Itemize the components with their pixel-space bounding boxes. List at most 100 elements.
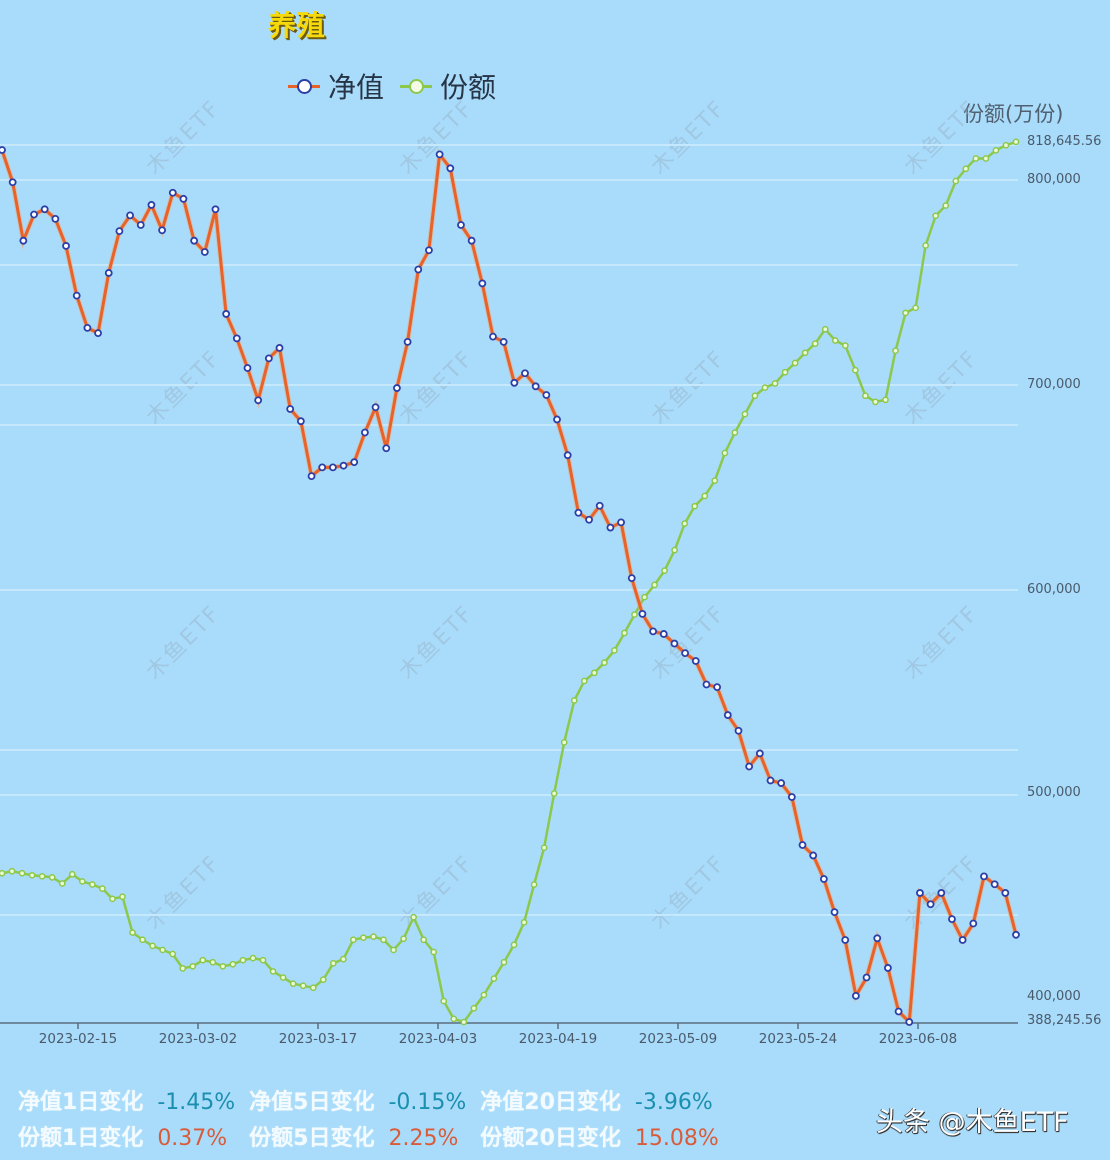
share-data-point[interactable] — [299, 982, 307, 990]
share-data-point[interactable] — [199, 956, 207, 964]
net-value-data-point[interactable] — [51, 214, 60, 223]
share-data-point[interactable] — [390, 946, 397, 954]
share-data-point[interactable] — [972, 155, 980, 162]
share-data-point[interactable] — [882, 396, 889, 404]
net-value-data-point[interactable] — [531, 382, 540, 391]
net-value-data-point[interactable] — [136, 221, 145, 229]
net-value-data-point[interactable] — [403, 337, 412, 346]
share-data-point[interactable] — [922, 242, 929, 249]
net-value-data-point[interactable] — [990, 880, 999, 889]
share-data-point[interactable] — [189, 962, 197, 970]
net-value-data-point[interactable] — [787, 793, 796, 801]
share-data-point[interactable] — [661, 567, 668, 574]
net-value-data-point[interactable] — [595, 501, 604, 510]
net-value-data-point[interactable] — [350, 458, 359, 467]
share-data-point[interactable] — [48, 873, 56, 881]
share-data-point[interactable] — [470, 1004, 478, 1012]
share-data-point[interactable] — [1002, 141, 1010, 149]
share-data-point[interactable] — [841, 342, 849, 349]
share-data-point[interactable] — [550, 790, 558, 797]
legend-item-net-value[interactable]: 净值 — [288, 66, 384, 106]
share-data-point[interactable] — [380, 936, 387, 944]
share-data-point[interactable] — [781, 368, 789, 376]
net-value-data-point[interactable] — [948, 915, 956, 924]
net-value-data-point[interactable] — [318, 463, 327, 472]
share-data-point[interactable] — [309, 984, 317, 992]
share-data-point[interactable] — [580, 677, 588, 685]
net-value-data-point[interactable] — [489, 332, 497, 341]
net-value-data-point[interactable] — [8, 178, 17, 187]
share-data-point[interactable] — [701, 492, 709, 500]
share-data-point[interactable] — [912, 304, 919, 312]
net-value-data-point[interactable] — [40, 205, 49, 214]
share-data-point[interactable] — [721, 449, 729, 457]
net-value-data-point[interactable] — [659, 630, 668, 638]
net-value-data-point[interactable] — [926, 900, 935, 909]
share-data-point[interactable] — [89, 881, 96, 888]
share-data-point[interactable] — [129, 929, 136, 936]
share-data-point[interactable] — [691, 502, 699, 510]
net-value-data-point[interactable] — [691, 657, 700, 665]
net-value-data-point[interactable] — [62, 242, 70, 250]
net-value-data-point[interactable] — [414, 265, 423, 274]
net-value-data-point[interactable] — [115, 227, 124, 235]
net-value-data-point[interactable] — [766, 776, 775, 785]
share-data-point[interactable] — [370, 933, 377, 941]
share-data-point[interactable] — [962, 165, 970, 173]
net-value-data-point[interactable] — [542, 391, 551, 399]
share-data-point[interactable] — [259, 956, 267, 964]
share-data-point[interactable] — [791, 359, 799, 367]
share-series-line[interactable] — [0, 138, 1020, 1026]
net-value-series-line[interactable] — [0, 146, 1020, 1028]
share-data-point[interactable] — [119, 893, 126, 901]
share-data-point[interactable] — [169, 950, 177, 958]
net-value-data-point[interactable] — [275, 344, 284, 352]
net-value-data-point[interactable] — [585, 515, 593, 524]
net-value-data-point[interactable] — [382, 444, 391, 453]
share-data-point[interactable] — [38, 872, 46, 880]
net-value-data-point[interactable] — [884, 964, 892, 972]
share-data-point[interactable] — [952, 177, 960, 185]
share-data-point[interactable] — [992, 146, 1000, 154]
share-data-point[interactable] — [430, 948, 438, 956]
net-value-data-point[interactable] — [296, 417, 305, 426]
net-value-data-point[interactable] — [819, 875, 828, 883]
share-data-point[interactable] — [480, 991, 488, 999]
share-data-point[interactable] — [741, 410, 749, 418]
net-value-data-point[interactable] — [1001, 889, 1010, 897]
net-value-data-point[interactable] — [862, 973, 871, 982]
share-data-point[interactable] — [731, 429, 739, 436]
share-data-point[interactable] — [219, 962, 227, 970]
net-value-data-point[interactable] — [606, 523, 615, 532]
net-value-data-point[interactable] — [0, 146, 6, 154]
share-data-point[interactable] — [149, 942, 156, 950]
share-data-point[interactable] — [400, 935, 407, 943]
share-data-point[interactable] — [590, 669, 598, 677]
share-data-point[interactable] — [500, 958, 508, 966]
share-data-point[interactable] — [801, 349, 809, 357]
net-value-data-point[interactable] — [809, 851, 818, 860]
share-data-point[interactable] — [249, 954, 257, 962]
net-value-data-point[interactable] — [94, 329, 102, 338]
net-value-data-point[interactable] — [905, 1018, 914, 1026]
net-value-data-point[interactable] — [307, 472, 316, 481]
net-value-data-point[interactable] — [232, 334, 241, 343]
net-value-data-point[interactable] — [446, 164, 455, 173]
share-data-point[interactable] — [339, 955, 347, 963]
net-value-data-point[interactable] — [72, 291, 81, 300]
net-value-data-point[interactable] — [19, 236, 28, 245]
net-value-data-point[interactable] — [286, 405, 295, 413]
net-value-data-point[interactable] — [851, 991, 860, 1000]
share-data-point[interactable] — [18, 869, 26, 877]
net-value-data-point[interactable] — [30, 210, 38, 219]
share-data-point[interactable] — [570, 697, 578, 704]
net-value-data-point[interactable] — [702, 680, 711, 689]
net-value-data-point[interactable] — [777, 779, 786, 787]
share-data-point[interactable] — [711, 477, 719, 484]
share-data-point[interactable] — [289, 980, 297, 988]
net-value-data-point[interactable] — [328, 463, 337, 472]
net-value-data-point[interactable] — [393, 384, 401, 392]
share-data-point[interactable] — [540, 844, 548, 852]
net-value-data-point[interactable] — [937, 889, 946, 897]
share-data-point[interactable] — [460, 1018, 468, 1026]
